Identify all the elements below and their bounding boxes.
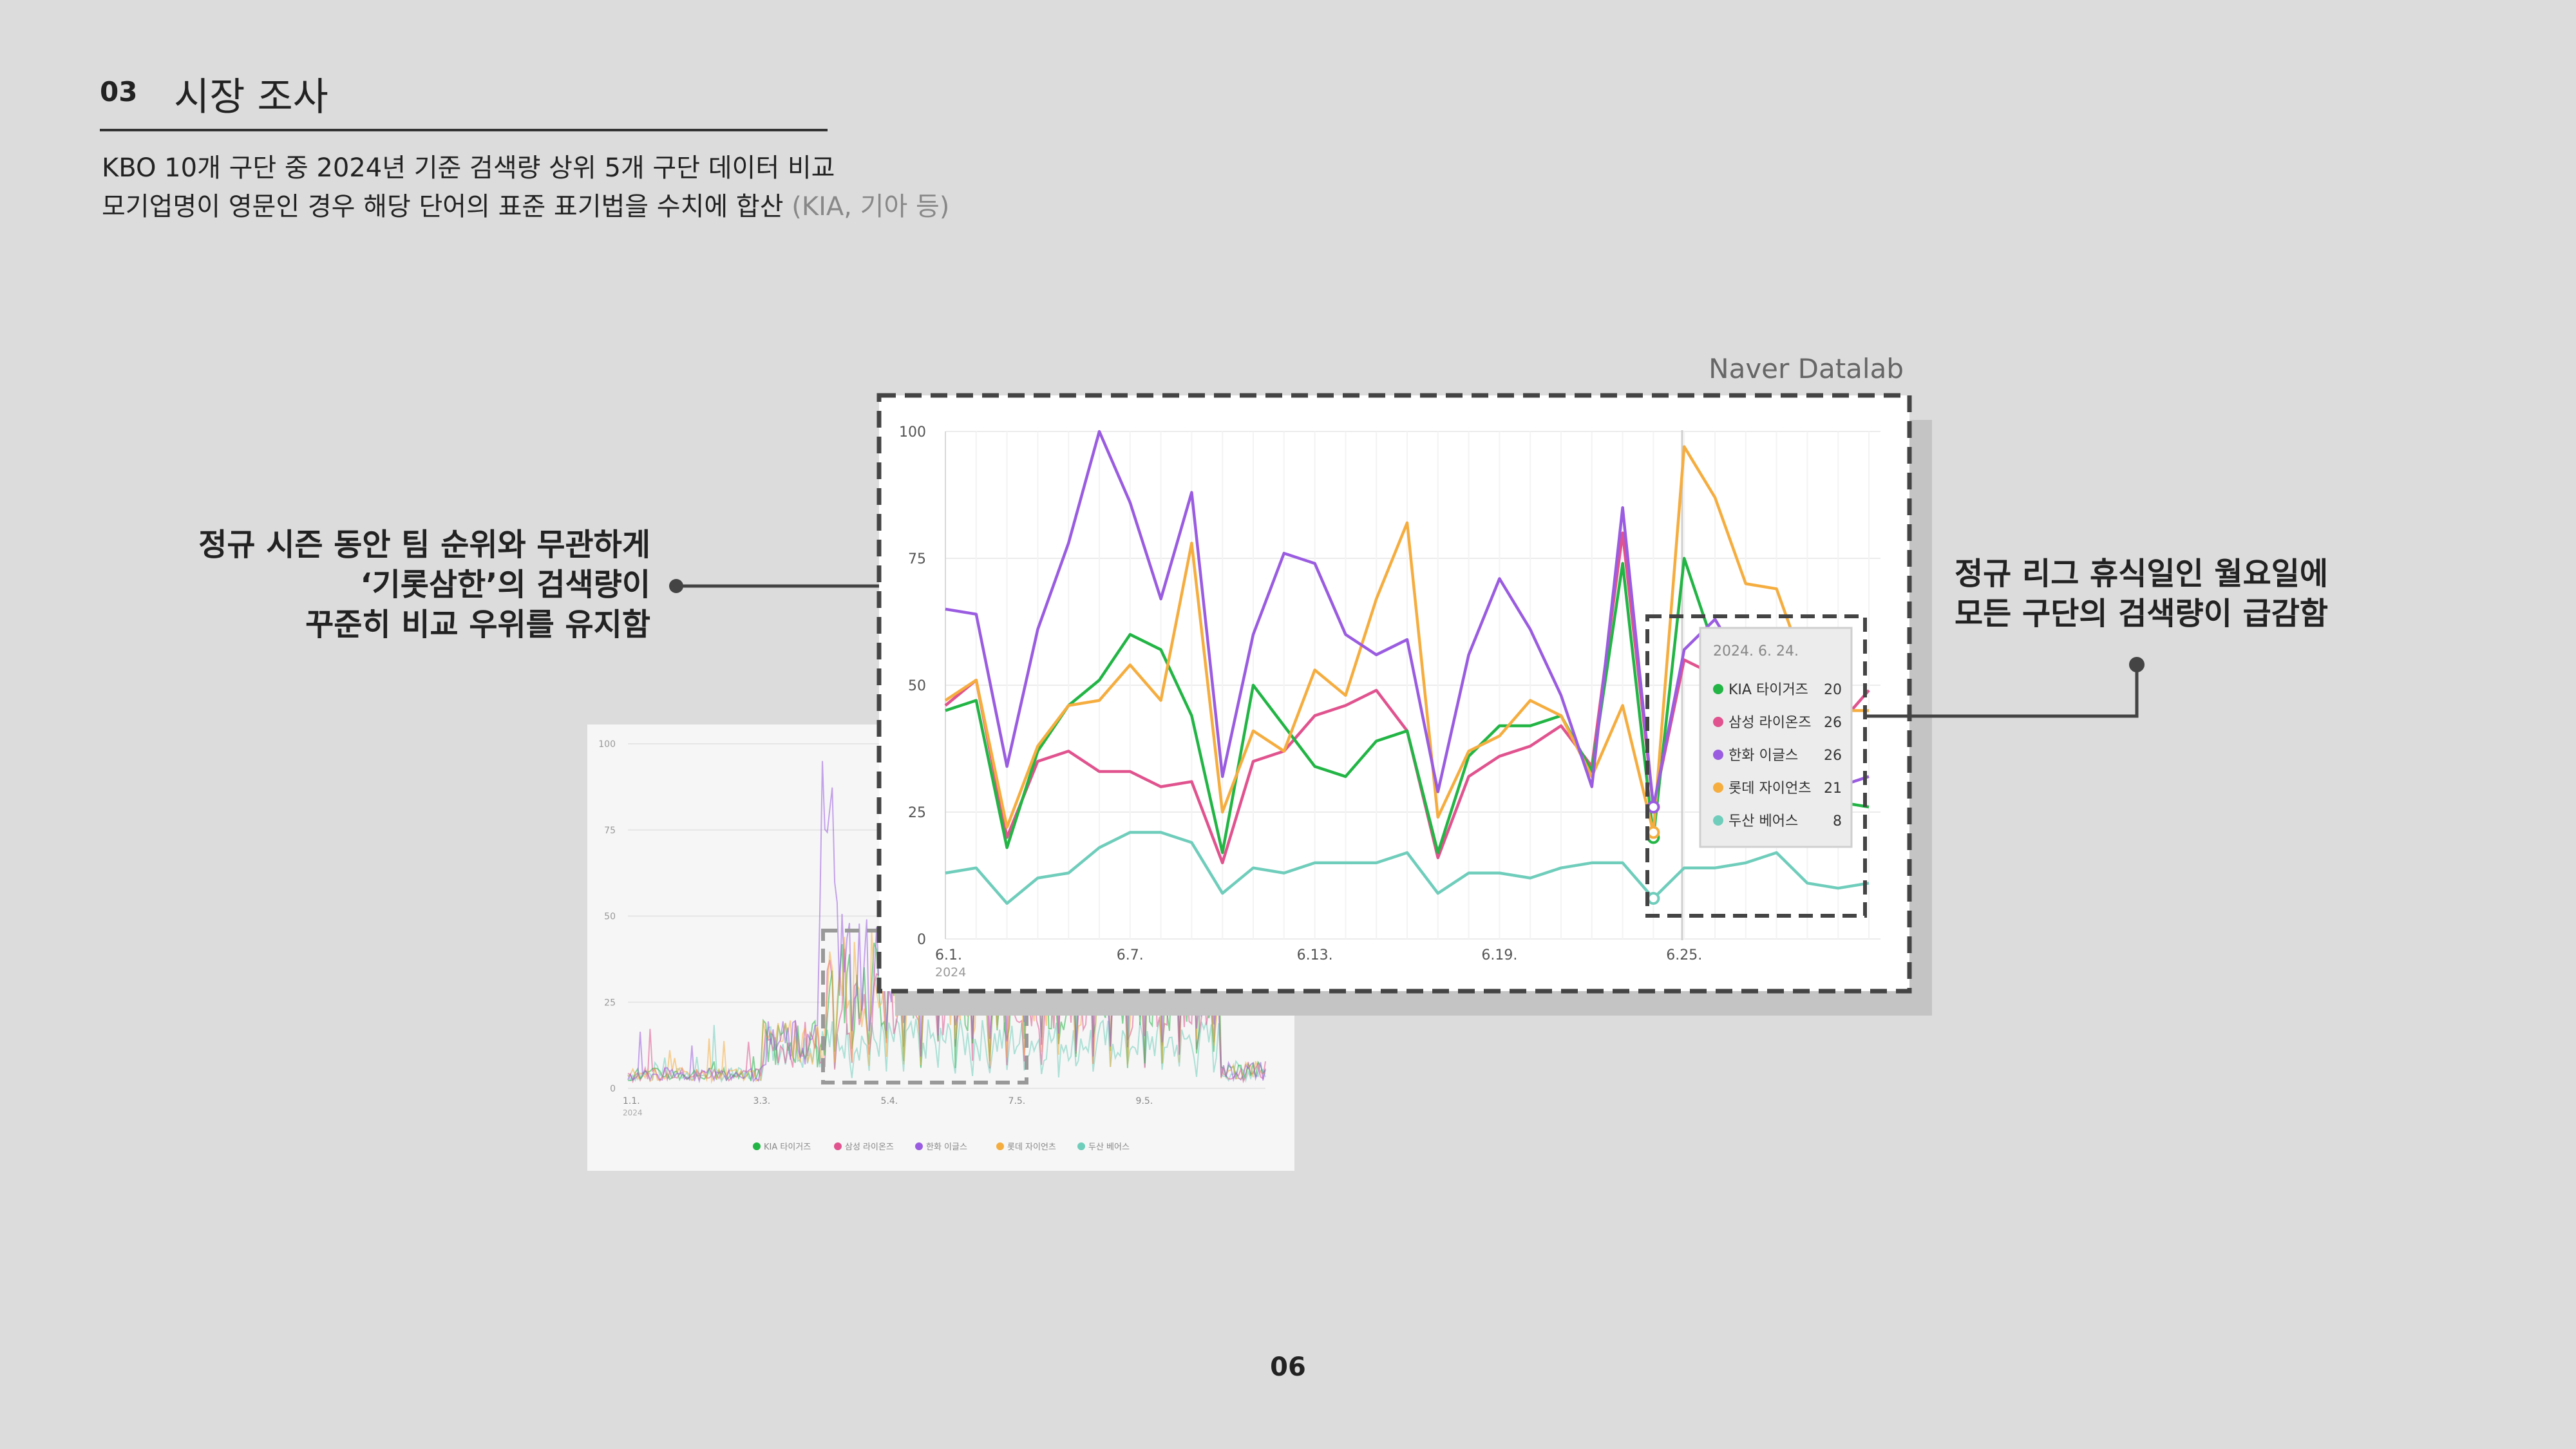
annotation-left: 정규 시즌 동안 팀 순위와 무관하게 ‘기롯삼한’의 검색량이 꾸준히 비교 … [129,525,650,645]
right-connector-dot [2129,657,2145,672]
tooltip-box [1699,627,1853,848]
annotation-left-line-2: ‘기롯삼한’의 검색량이 [360,567,650,603]
tooltip-swatch-samsung [1713,717,1723,727]
overview-legend-swatch-lotte [996,1142,1004,1150]
main-chart: 0 25 50 75 100 6.1. 6.7. 6.13. 6.19. 6.25. 2024 20… [876,393,1912,994]
overview-y-tick-label: 50 [604,912,616,922]
tooltip-value-doosan: 8 [1833,813,1842,829]
tooltip-highlight-frame [1645,614,1867,918]
main-hover-point-doosan [1647,891,1660,905]
page-number: 06 [1270,1352,1306,1382]
main-hover-point-hanwha [1647,800,1660,814]
tooltip-swatch-kia [1713,684,1723,694]
tooltip-value-hanwha: 26 [1824,748,1842,764]
tooltip-date: 2024. 6. 24. [1713,643,1799,659]
main-x-tick-label: 6.13. [1297,947,1333,963]
main-y-tick-label: 0 [917,932,926,948]
main-y-tick-label: 50 [908,678,926,694]
overview-legend-label-samsung: 삼성 라이온즈 [845,1142,894,1152]
left-connector [669,579,879,593]
main-chart-border [876,393,1912,994]
main-y-tick-label: 25 [908,805,926,821]
main-series-line-doosan [945,831,1870,905]
main-x-sub-label: 2024 [935,965,966,980]
source-label: Naver Datalab [1709,353,1904,384]
tooltip-value-lotte: 21 [1824,781,1842,797]
main-x-tick-label: 6.7. [1117,947,1144,963]
description-line-2-note: (KIA, 기아 등) [791,192,950,222]
tooltip-swatch-doosan [1713,815,1723,826]
tooltip-value-samsung: 26 [1824,715,1842,731]
tooltip-swatch-hanwha [1713,750,1723,760]
section-number: 03 [100,76,138,108]
overview-x-tick-label: 1.1. [623,1096,640,1106]
overview-x-tick-label: 3.3. [753,1096,771,1106]
overview-y-tick-label: 0 [610,1084,616,1094]
overview-legend-swatch-kia [753,1142,761,1150]
main-x-tick-label: 6.1. [935,947,962,963]
annotation-left-line-3: 꾸준히 비교 우위를 유지함 [305,607,650,643]
overview-legend-label-hanwha: 한화 이글스 [926,1142,967,1152]
main-series-line-lotte [944,445,1869,834]
header-divider [100,129,828,131]
right-connector [1865,657,2145,718]
overview-legend-swatch-hanwha [915,1142,923,1150]
overview-y-tick-label: 75 [604,826,616,836]
description-line-1: KBO 10개 구단 중 2024년 기준 검색량 상위 5개 구단 데이터 비… [102,153,835,183]
tooltip-label-lotte: 롯데 자이언츠 [1728,781,1811,797]
tooltip-label-samsung: 삼성 라이온즈 [1728,715,1811,731]
main-series-line-hanwha [945,430,1870,809]
overview-y-tick-label: 25 [604,998,616,1008]
overview-x-tick-label: 5.4. [881,1096,898,1106]
overview-y-tick-label: 100 [598,739,616,750]
tooltip-label-doosan: 두산 베어스 [1728,813,1798,829]
overview-x-tick-label: 7.5. [1009,1096,1026,1106]
main-y-tick-label: 100 [899,424,926,440]
annotation-right-line-2: 모든 구단의 검색량이 급감함 [1955,596,2329,632]
overview-legend-swatch-samsung [834,1142,842,1150]
overview-legend-label-kia: KIA 타이거즈 [764,1142,811,1152]
overview-legend-swatch-doosan [1077,1142,1085,1150]
description-line-2: 모기업명이 영문인 경우 해당 단어의 표준 표기법을 수치에 합산 (KIA,… [102,185,949,223]
tooltip-label-kia: KIA 타이거즈 [1728,682,1808,698]
tooltip-label-hanwha: 한화 이글스 [1728,748,1798,764]
section-title: 시장 조사 [174,75,328,120]
right-connector-line [1865,665,2139,718]
overview-x-sub-label: 2024 [623,1108,643,1117]
overview-legend-label-lotte: 롯데 자이언츠 [1007,1142,1056,1152]
main-x-tick-label: 6.19. [1481,947,1517,963]
tooltip-swatch-lotte [1713,782,1723,793]
overview-legend-label-doosan: 두산 베어스 [1088,1142,1130,1152]
main-x-tick-label: 6.25. [1666,947,1702,963]
main-y-tick-label: 75 [908,551,926,567]
annotation-right-line-1: 정규 리그 휴식일인 월요일에 [1955,556,2329,592]
overview-x-tick-label: 9.5. [1136,1096,1153,1106]
main-hover-point-lotte [1647,826,1660,839]
description-line-2-main: 모기업명이 영문인 경우 해당 단어의 표준 표기법을 수치에 합산 [102,192,784,222]
tooltip-value-kia: 20 [1824,682,1842,698]
annotation-right: 정규 리그 휴식일인 월요일에 모든 구단의 검색량이 급감함 [1955,554,2328,634]
annotation-left-line-1: 정규 시즌 동안 팀 순위와 무관하게 [198,527,650,563]
tooltip: 2024. 6. 24. KIA 타이거즈 20 삼성 라이온즈 26 한화 이글스 26… [1699,627,1853,848]
